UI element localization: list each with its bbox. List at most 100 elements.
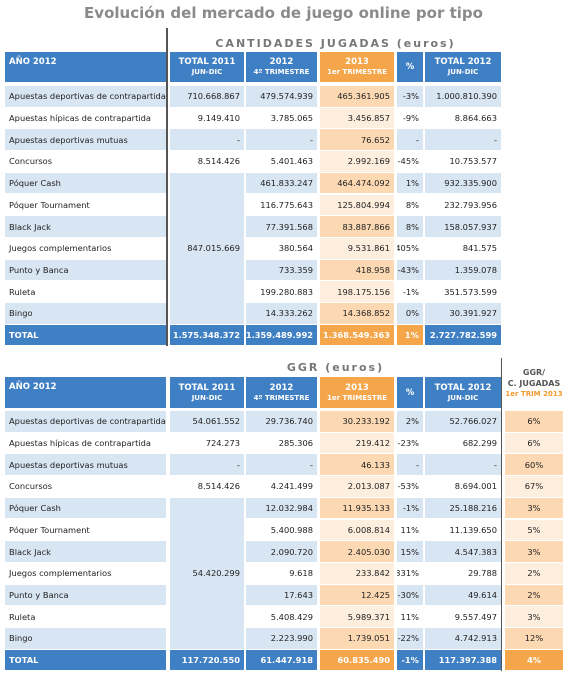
cell: 52.766.027 — [425, 411, 501, 432]
divider — [500, 358, 502, 672]
cell: 1.000.810.390 — [425, 86, 501, 107]
cell: 5.401.463 — [246, 151, 317, 172]
header-cell: TOTAL 2011 JUN-DIC — [170, 52, 244, 82]
cell: 4.742.913 — [425, 628, 501, 649]
row-label: Concursos — [5, 151, 166, 172]
total-cell: 1.359.489.992 — [246, 324, 317, 346]
cell: 4.241.499 — [246, 476, 317, 497]
cell: - — [246, 129, 317, 151]
header-cell: TOTAL 2012 JUN-DIC — [425, 52, 501, 82]
cell: -30% — [397, 584, 423, 606]
cell: -1% — [397, 497, 423, 519]
total-cell: 1.575.348.372 — [170, 324, 244, 346]
total-cell: 60.835.490 — [320, 649, 394, 671]
header-cell: 2012 4º TRIMESTRE — [246, 52, 317, 82]
cell: 8.864.663 — [425, 107, 501, 129]
header-line: 4º TRIMESTRE — [253, 393, 310, 402]
cell: 5.408.429 — [246, 606, 317, 627]
header-cell: TOTAL 2012 JUN-DIC — [425, 377, 501, 408]
header-line: 1er TRIMESTRE — [326, 393, 387, 402]
cell: 3.785.065 — [246, 107, 317, 129]
row-label: Ruleta — [5, 606, 166, 627]
cell: 8.514.426 — [170, 476, 244, 497]
row-label: Black Jack — [5, 541, 166, 562]
header-line: TOTAL 2012 — [434, 57, 492, 67]
cell: 6.008.814 — [320, 519, 394, 541]
cell: 30.391.927 — [425, 303, 501, 324]
header-cell: TOTAL 2011 JUN-DIC — [170, 377, 244, 408]
cell: -22% — [397, 628, 423, 649]
row-label: Póquer Tournament — [5, 519, 166, 541]
header-line: TOTAL 2011 — [178, 57, 236, 67]
cell: 49.614 — [425, 584, 501, 606]
header-line: JUN-DIC — [447, 68, 479, 76]
header-cell: 2012 4º TRIMESTRE — [246, 377, 317, 408]
header-cell: 2013 1er TRIMESTRE — [320, 52, 394, 82]
ratio-cell: 6% — [505, 432, 563, 454]
total-label: TOTAL — [5, 649, 166, 671]
header-cell: % — [397, 52, 423, 82]
header-line: AÑO 2012 — [9, 382, 57, 392]
row-label: Bingo — [5, 303, 166, 324]
header-line: JUN-DIC — [191, 393, 223, 402]
ratio-cell: 3% — [505, 541, 563, 562]
cell: 17.643 — [246, 584, 317, 606]
total-cell: 61.447.918 — [246, 649, 317, 671]
row-label: Apuestas deportivas de contrapartida — [5, 411, 166, 432]
cell: - — [170, 129, 244, 151]
cell: 25.188.216 — [425, 497, 501, 519]
cell: 285.306 — [246, 432, 317, 454]
cell: 5.400.988 — [246, 519, 317, 541]
row-label: Apuestas deportivas mutuas — [5, 454, 166, 476]
cell: 198.175.156 — [320, 281, 394, 302]
merged-cell: 54.420.299 — [170, 497, 244, 649]
cell: -1% — [397, 281, 423, 302]
total-cell: 117.397.388 — [425, 649, 501, 671]
cell: 46.133 — [320, 454, 394, 476]
cell: - — [425, 129, 501, 151]
cell: 682.299 — [425, 432, 501, 454]
cell: 14.368.852 — [320, 303, 394, 324]
cell: 841.575 — [425, 237, 501, 259]
header-cell: % — [397, 377, 423, 408]
cell: 380.564 — [246, 237, 317, 259]
cell: 5.989.371 — [320, 606, 394, 627]
cell: 8.514.426 — [170, 151, 244, 172]
cell: 2.405.030 — [320, 541, 394, 562]
cell: 710.668.867 — [170, 86, 244, 107]
cell: 9.557.497 — [425, 606, 501, 627]
header-line: C. JUGADAS — [507, 378, 561, 388]
cell: - — [425, 454, 501, 476]
cell: 10.753.577 — [425, 151, 501, 172]
ratio-cell: 3% — [505, 497, 563, 519]
ratio-cell: 60% — [505, 454, 563, 476]
cell: 9.618 — [246, 562, 317, 584]
cell: 2405% — [397, 237, 423, 259]
row-label: Ruleta — [5, 281, 166, 302]
row-label: Bingo — [5, 628, 166, 649]
header-line: TOTAL 2011 — [178, 382, 236, 393]
title: Evolución del mercado de juego online po… — [84, 4, 483, 22]
cell: 465.361.905 — [320, 86, 394, 107]
header-line: 2013 — [345, 382, 369, 393]
cell: 8% — [397, 216, 423, 237]
ratio-cell: 2% — [505, 584, 563, 606]
cell: 76.652 — [320, 129, 394, 151]
cell: 2% — [397, 411, 423, 432]
header-line: TOTAL 2012 — [434, 382, 492, 393]
header-line: 2012 — [269, 57, 294, 67]
cell: -53% — [397, 476, 423, 497]
row-label: Póquer Tournament — [5, 194, 166, 216]
header-line: % — [405, 62, 415, 72]
cell: 77.391.568 — [246, 216, 317, 237]
row-label: Apuestas hípicas de contrapartida — [5, 432, 166, 454]
cell: -45% — [397, 151, 423, 172]
ratio-cell: 67% — [505, 476, 563, 497]
cell: 219.412 — [320, 432, 394, 454]
cell: 1.739.051 — [320, 628, 394, 649]
cell: 3.456.857 — [320, 107, 394, 129]
header-line: AÑO 2012 — [9, 57, 57, 67]
cell: 14.333.262 — [246, 303, 317, 324]
cell: 461.833.247 — [246, 172, 317, 194]
ratio-cell: 5% — [505, 519, 563, 541]
